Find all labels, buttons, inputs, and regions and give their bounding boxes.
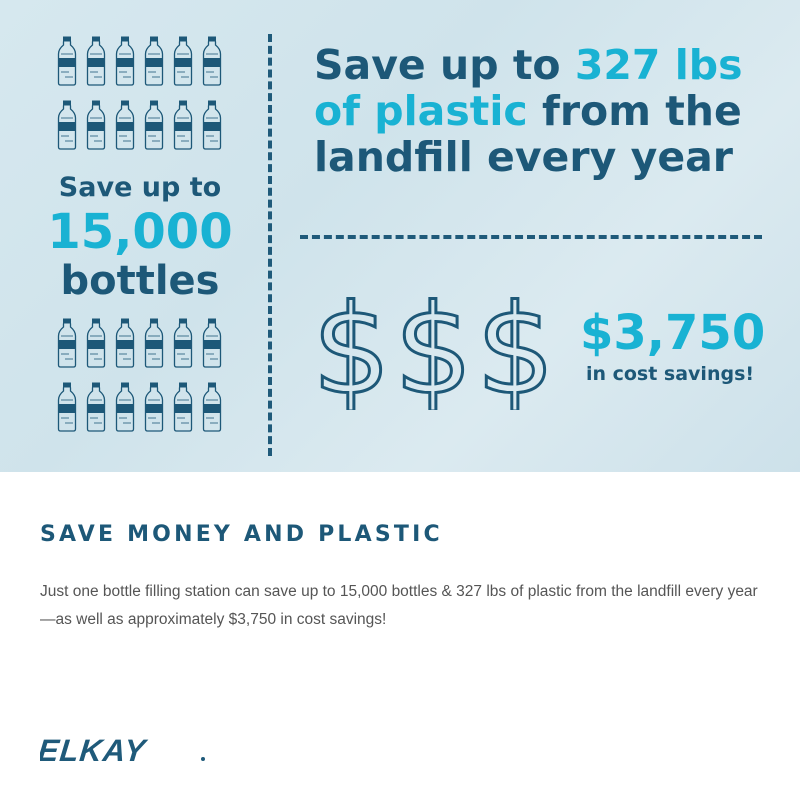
vertical-divider [268, 34, 272, 456]
water-bottle-icon [173, 382, 193, 432]
water-bottle-icon [144, 100, 164, 150]
water-bottle-icon [57, 318, 77, 368]
cost-stat: $3,750 in cost savings! [580, 305, 766, 387]
bottles-stat-prefix: Save up to [58, 172, 222, 203]
water-bottle-icon [57, 36, 77, 86]
water-bottle-icon [173, 36, 193, 86]
headline-highlight-2: of plastic [314, 87, 528, 135]
section-heading: SAVE MONEY AND PLASTIC [40, 522, 443, 547]
bottle-icons-bottom [57, 318, 231, 432]
water-bottle-icon [202, 318, 222, 368]
water-bottle-icon [86, 318, 106, 368]
dollar-sign-icons: $ $ $ [312, 285, 556, 410]
water-bottle-icon [173, 318, 193, 368]
water-bottle-icon [144, 318, 164, 368]
bottle-icons-top [57, 36, 231, 150]
svg-text:ELKAY: ELKAY [40, 733, 150, 767]
headline-text: Save up to [314, 41, 575, 89]
headline-highlight: 327 lbs [574, 41, 743, 89]
water-bottle-icon [144, 36, 164, 86]
water-bottle-icon [202, 36, 222, 86]
section-body: Just one bottle filling station can save… [40, 583, 758, 628]
horizontal-divider [300, 235, 762, 239]
water-bottle-icon [115, 318, 135, 368]
bottles-stat-label: bottles [60, 258, 220, 304]
dollar-icon: $ [312, 285, 391, 410]
dollar-icon: $ [394, 285, 473, 410]
water-bottle-icon [115, 100, 135, 150]
headline-text-3: landfill every year [314, 133, 734, 181]
plastic-headline: Save up to 327 lbs of plastic from the l… [314, 42, 743, 180]
headline-text-2: from the [527, 87, 742, 135]
water-bottle-icon [173, 100, 193, 150]
water-bottle-icon [144, 382, 164, 432]
water-bottle-icon [115, 382, 135, 432]
water-bottle-icon [86, 36, 106, 86]
bottles-stat-number: 15,000 [47, 204, 233, 260]
bottles-stat: Save up to 15,000 bottles [40, 170, 240, 304]
water-bottle-icon [57, 382, 77, 432]
dollar-icon: $ [476, 285, 555, 410]
water-bottle-icon [115, 36, 135, 86]
cost-label: in cost savings! [585, 363, 755, 385]
water-bottle-icon [86, 100, 106, 150]
water-bottle-icon [202, 382, 222, 432]
water-bottle-icon [202, 100, 222, 150]
elkay-logo: ELKAY [40, 733, 205, 767]
cost-amount: $3,750 [580, 305, 766, 361]
water-bottle-icon [57, 100, 77, 150]
infographic-banner: Save up to 327 lbs of plastic from the l… [0, 0, 800, 472]
water-bottle-icon [86, 382, 106, 432]
